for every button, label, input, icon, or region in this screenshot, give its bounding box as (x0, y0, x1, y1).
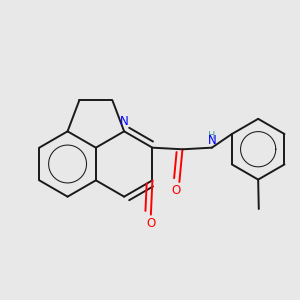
Text: O: O (146, 217, 155, 230)
Text: O: O (172, 184, 181, 197)
Text: H: H (208, 131, 216, 141)
Text: N: N (208, 134, 216, 147)
Text: N: N (120, 115, 128, 128)
